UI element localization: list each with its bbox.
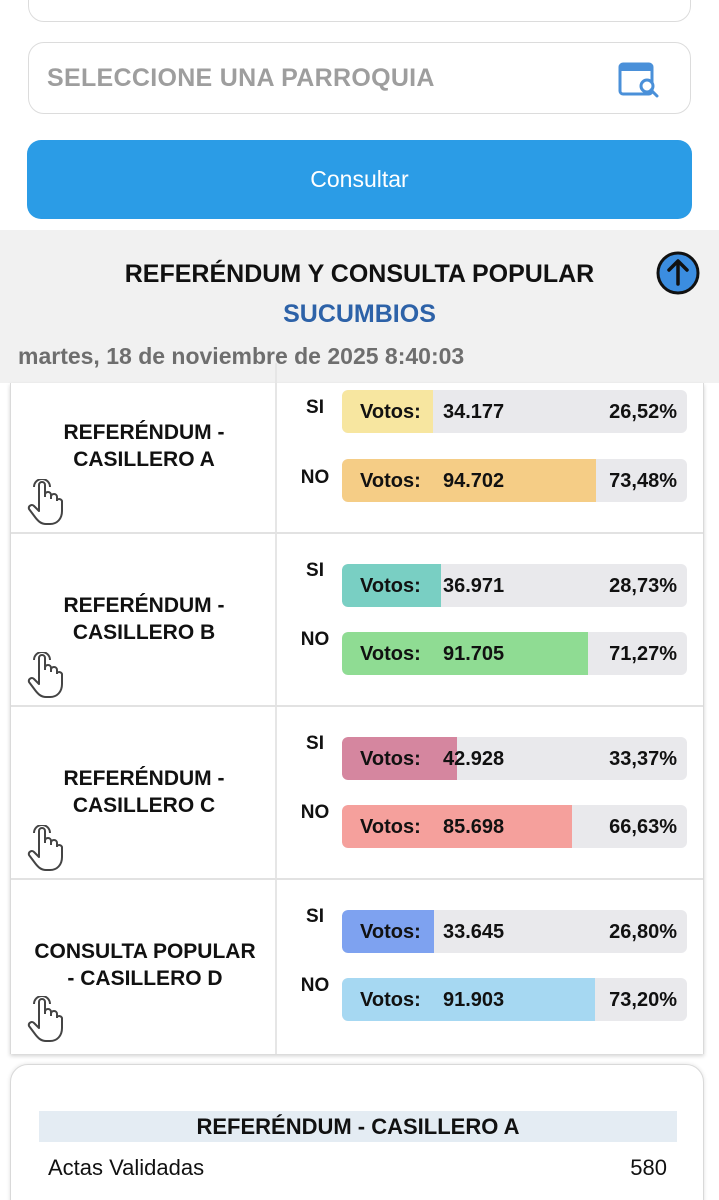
option-label-no: NO (300, 467, 330, 488)
search-list-icon (618, 0, 662, 1)
votos-count: 33.645 (443, 921, 505, 943)
results-table: REFERÉNDUM - CASILLERO A SI Votos: 34.17… (10, 363, 704, 1054)
votos-label: Votos: (360, 575, 421, 597)
votos-label: Votos: (360, 748, 421, 770)
votos-label: Votos: (360, 816, 421, 838)
result-name-cell: REFERÉNDUM - CASILLERO B (11, 534, 277, 705)
vote-bar-no: Votos: 94.702 73,48% (342, 459, 687, 502)
result-name-cell: REFERÉNDUM - CASILLERO C (11, 707, 277, 878)
option-label-si: SI (306, 397, 324, 418)
consultar-button[interactable]: Consultar (27, 140, 692, 219)
votos-count: 91.903 (443, 989, 505, 1011)
votos-percent: 66,63% (609, 816, 677, 838)
result-name-line2: - CASILLERO D (67, 967, 223, 990)
summary-title: REFERÉNDUM - CASILLERO A (39, 1111, 677, 1142)
result-row-b[interactable]: REFERÉNDUM - CASILLERO B SI Votos: 36.97… (11, 534, 703, 707)
votos-percent: 73,48% (609, 470, 677, 492)
result-name-line1: REFERÉNDUM - (63, 421, 225, 444)
option-label-si: SI (306, 560, 324, 581)
page-title: REFERÉNDUM Y CONSULTA POPULAR (124, 260, 595, 288)
vote-bar-fill (342, 737, 458, 780)
result-row-c[interactable]: REFERÉNDUM - CASILLERO C SI Votos: 42.92… (11, 707, 703, 880)
votos-count: 85.698 (443, 816, 505, 838)
parroquia-placeholder: SELECCIONE UNA PARROQUIA (47, 64, 435, 92)
option-label-no: NO (300, 802, 330, 823)
votos-label: Votos: (360, 921, 421, 943)
vote-bar-si: Votos: 36.971 28,73% (342, 564, 687, 607)
result-name-line2: CASILLERO A (73, 448, 215, 471)
vote-bar-fill (342, 805, 572, 848)
votos-percent: 73,20% (609, 989, 677, 1011)
votos-label: Votos: (360, 989, 421, 1011)
search-list-icon (618, 62, 659, 98)
result-name-line1: REFERÉNDUM - (63, 767, 225, 790)
results-header: REFERÉNDUM Y CONSULTA POPULAR SUCUMBIOS … (0, 230, 719, 383)
vote-bar-si: Votos: 42.928 33,37% (342, 737, 687, 780)
update-datetime: martes, 18 de noviembre de 2025 8:40:03 (18, 343, 465, 369)
result-name-cell: REFERÉNDUM - CASILLERO A (11, 363, 277, 532)
actas-validadas-value: 580 (630, 1155, 667, 1180)
votos-percent: 28,73% (609, 575, 677, 597)
vote-bar-fill (342, 632, 588, 675)
vote-bar-no: Votos: 85.698 66,63% (342, 805, 687, 848)
votos-label: Votos: (360, 470, 421, 492)
parroquia-select[interactable]: SELECCIONE UNA PARROQUIA (28, 42, 691, 114)
summary-card: REFERÉNDUM - CASILLERO A Actas Validadas… (10, 1064, 704, 1200)
vote-bar-no: Votos: 91.903 73,20% (342, 978, 687, 1021)
result-name-line1: CONSULTA POPULAR (34, 940, 256, 963)
result-name: REFERÉNDUM - CASILLERO A (11, 419, 277, 473)
result-name-line2: CASILLERO C (72, 794, 216, 817)
result-name-cell: CONSULTA POPULAR - CASILLERO D (11, 880, 277, 1054)
result-row-d[interactable]: CONSULTA POPULAR - CASILLERO D SI Votos:… (11, 880, 703, 1054)
hand-pointer-icon[interactable] (25, 652, 65, 700)
vote-bar-si: Votos: 33.645 26,80% (342, 910, 687, 953)
hand-pointer-icon[interactable] (25, 825, 65, 873)
result-name: REFERÉNDUM - CASILLERO C (11, 765, 277, 819)
province-name: SUCUMBIOS (283, 300, 436, 328)
vote-bar-si: Votos: 34.177 26,52% (342, 390, 687, 433)
option-label-si: SI (306, 906, 324, 927)
result-name: CONSULTA POPULAR - CASILLERO D (13, 938, 277, 992)
votos-percent: 26,52% (609, 401, 677, 423)
vote-bar-fill (342, 564, 442, 607)
result-name-line1: REFERÉNDUM - (63, 594, 225, 617)
vote-bar-fill (342, 459, 596, 502)
votos-percent: 33,37% (609, 748, 677, 770)
result-name: REFERÉNDUM - CASILLERO B (11, 592, 277, 646)
vote-bar-fill (342, 910, 435, 953)
votos-count: 36.971 (443, 575, 505, 597)
votos-percent: 26,80% (609, 921, 677, 943)
actas-validadas-label: Actas Validadas (48, 1155, 205, 1180)
canton-select[interactable] (28, 0, 691, 22)
option-label-si: SI (306, 733, 324, 754)
votos-count: 94.702 (443, 470, 505, 492)
votos-count: 91.705 (443, 643, 505, 665)
hand-pointer-icon[interactable] (25, 479, 65, 527)
result-row-a[interactable]: REFERÉNDUM - CASILLERO A SI Votos: 34.17… (11, 363, 703, 534)
hand-pointer-icon[interactable] (25, 996, 65, 1044)
votos-percent: 71,27% (609, 643, 677, 665)
votos-label: Votos: (360, 401, 421, 423)
arrow-up-circle-icon[interactable] (655, 250, 701, 296)
votos-count: 34.177 (443, 401, 505, 423)
vote-bar-fill (342, 390, 434, 433)
votos-count: 42.928 (443, 748, 505, 770)
result-name-line2: CASILLERO B (72, 621, 216, 644)
option-label-no: NO (300, 975, 330, 996)
option-label-no: NO (300, 629, 330, 650)
vote-bar-no: Votos: 91.705 71,27% (342, 632, 687, 675)
vote-bar-fill (342, 978, 595, 1021)
votos-label: Votos: (360, 643, 421, 665)
